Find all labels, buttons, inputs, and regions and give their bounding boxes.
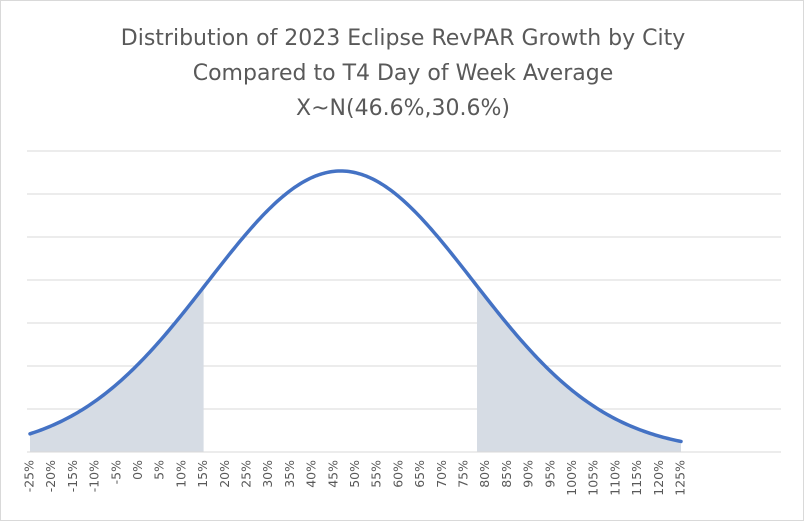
chart-title: Distribution of 2023 Eclipse RevPAR Grow… (120, 26, 686, 51)
x-tick-label: -15% (65, 460, 80, 492)
x-tick-label: 75% (456, 460, 471, 488)
x-tick-label: 85% (499, 460, 514, 488)
x-tick-label: 30% (260, 460, 275, 488)
x-tick-label: 70% (434, 460, 449, 488)
x-tick-label: 10% (173, 460, 188, 488)
x-tick-label: 115% (629, 460, 644, 496)
chart-title-block: Distribution of 2023 Eclipse RevPAR Grow… (1, 21, 804, 126)
chart-formula: X~N(46.6%,30.6%) (296, 96, 510, 121)
x-tick-label: 80% (477, 460, 492, 488)
x-tick-label: 50% (347, 460, 362, 488)
x-tick-label: 15% (195, 460, 210, 488)
distribution-curve (28, 169, 683, 444)
x-tick-label: 5% (152, 460, 167, 480)
chart-subtitle: Compared to T4 Day of Week Average (192, 61, 614, 86)
x-tick-label: 100% (564, 460, 579, 496)
x-tick-label: -10% (87, 460, 102, 492)
x-tick-label: -5% (108, 460, 123, 484)
x-tick-label: -20% (43, 460, 58, 492)
x-tick-label: 95% (542, 460, 557, 488)
x-tick-label: 45% (325, 460, 340, 488)
x-tick-label: 120% (651, 460, 666, 496)
x-tick-label: 25% (239, 460, 254, 488)
x-tick-label: 0% (130, 460, 145, 480)
x-tick-label: 60% (390, 460, 405, 488)
x-tick-label: 110% (607, 460, 622, 496)
x-tick-label: 125% (673, 460, 688, 496)
x-tick-label: 105% (586, 460, 601, 496)
x-tick-label: 55% (369, 460, 384, 488)
x-tick-label: 40% (304, 460, 319, 488)
x-tick-label: 20% (217, 460, 232, 488)
shaded-region-1 (477, 286, 681, 452)
x-tick-label: 35% (282, 460, 297, 488)
x-tick-label: 65% (412, 460, 427, 488)
shaded-region-0 (30, 287, 204, 452)
x-tick-label: -25% (22, 460, 37, 492)
x-tick-label: 90% (521, 460, 536, 488)
